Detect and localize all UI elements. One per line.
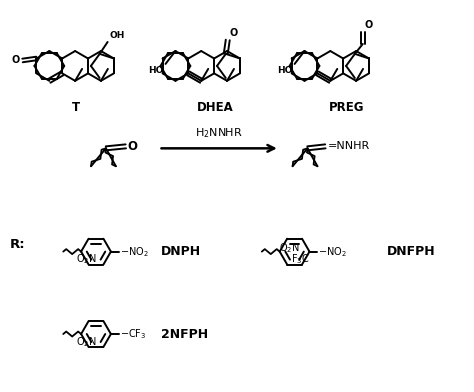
Text: HO: HO bbox=[148, 66, 164, 75]
Text: O: O bbox=[365, 20, 373, 30]
Text: $\mathregular{H_2NNHR}$: $\mathregular{H_2NNHR}$ bbox=[195, 127, 243, 140]
Text: DNFPH: DNFPH bbox=[387, 245, 436, 258]
Text: $-\mathregular{NO_2}$: $-\mathregular{NO_2}$ bbox=[120, 245, 149, 258]
Text: $\mathregular{O_2N}$: $\mathregular{O_2N}$ bbox=[279, 241, 300, 254]
Text: PREG: PREG bbox=[328, 101, 364, 114]
Text: DHEA: DHEA bbox=[197, 101, 234, 114]
Text: OH: OH bbox=[109, 31, 125, 40]
Text: =NNHR: =NNHR bbox=[328, 142, 370, 151]
Text: $-\mathregular{CF_3}$: $-\mathregular{CF_3}$ bbox=[120, 327, 146, 341]
Text: T: T bbox=[72, 101, 80, 114]
Text: O: O bbox=[11, 55, 19, 65]
Text: 2NFPH: 2NFPH bbox=[161, 327, 208, 341]
Text: $\mathregular{O_2N}$: $\mathregular{O_2N}$ bbox=[76, 335, 97, 349]
Text: HO: HO bbox=[277, 66, 292, 75]
Text: $\mathregular{F_3C}$: $\mathregular{F_3C}$ bbox=[291, 252, 310, 267]
Text: $\mathregular{O_2N}$: $\mathregular{O_2N}$ bbox=[76, 252, 97, 267]
Text: R:: R: bbox=[9, 238, 25, 251]
Text: O: O bbox=[230, 28, 238, 38]
Text: O: O bbox=[128, 140, 138, 153]
Text: $-\mathregular{NO_2}$: $-\mathregular{NO_2}$ bbox=[319, 245, 347, 258]
Text: DNPH: DNPH bbox=[161, 245, 201, 258]
